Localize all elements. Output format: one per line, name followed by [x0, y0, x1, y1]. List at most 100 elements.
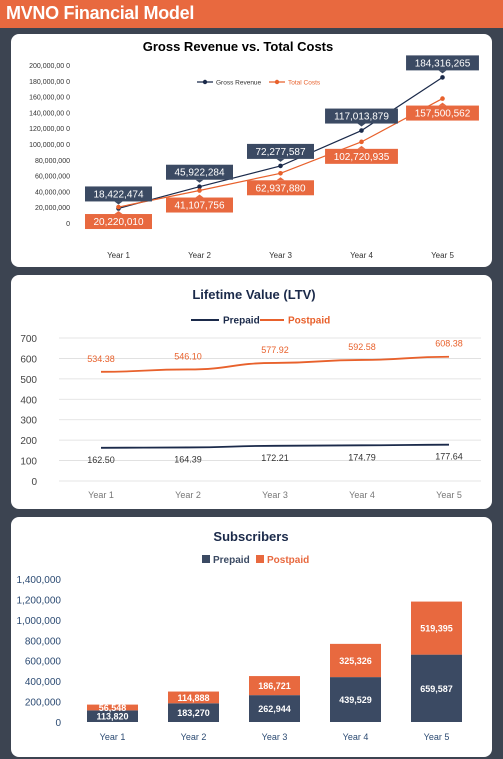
y-tick-label: 700 [20, 334, 37, 345]
data-label-prepaid: 177.64 [435, 452, 463, 462]
data-point-total-costs [359, 139, 364, 145]
data-label-total-costs-pointer [195, 194, 204, 198]
y-tick-label: 600 [20, 354, 37, 365]
data-label-prepaid: 659,587 [420, 684, 453, 694]
bar-prepaid [249, 695, 300, 722]
legend-swatch-prepaid [202, 555, 210, 563]
x-tick-label: Year 2 [181, 732, 207, 742]
y-tick-label: 160,000,00 0 [29, 95, 70, 102]
data-label-gross-revenue-box [406, 55, 479, 71]
y-tick-label: 40,000,000 [35, 189, 70, 196]
data-label-gross-revenue-pointer [114, 201, 123, 205]
x-tick-label: Year 3 [269, 251, 292, 260]
y-tick-label: 200,000,00 0 [29, 63, 70, 70]
y-tick-label: 120,000,00 0 [29, 126, 70, 133]
data-label-gross-revenue-pointer [195, 179, 204, 183]
legend-marker-total-costs [274, 79, 280, 85]
data-label-postpaid: 56,548 [99, 703, 127, 713]
y-tick-label: 200 [20, 436, 37, 447]
x-tick-label: Year 5 [431, 251, 454, 260]
data-label-postpaid: 519,395 [420, 624, 453, 634]
x-tick-label: Year 2 [188, 251, 211, 260]
bar-prepaid [168, 703, 219, 722]
x-tick-label: Year 5 [436, 490, 462, 500]
data-label-total-costs: 157,500,562 [415, 109, 471, 120]
data-label-postpaid: 114,888 [177, 693, 209, 703]
data-label-total-costs-box [166, 197, 233, 213]
y-tick-label: 300 [20, 416, 37, 427]
x-tick-label: Year 4 [343, 732, 369, 742]
data-label-prepaid: 262,944 [258, 704, 291, 714]
data-label-gross-revenue: 72,277,587 [255, 147, 305, 158]
data-label-prepaid: 113,820 [96, 712, 128, 722]
data-label-gross-revenue: 117,013,879 [334, 112, 389, 123]
data-point-gross-revenue [359, 128, 364, 133]
data-label-total-costs-box [325, 148, 398, 164]
data-label-total-costs-pointer [114, 211, 123, 215]
data-label-postpaid: 546.10 [174, 351, 202, 361]
data-label-gross-revenue-pointer [357, 123, 366, 127]
legend-marker-gross-revenue [202, 79, 208, 85]
data-point-total-costs [440, 96, 445, 101]
data-label-gross-revenue: 18,422,474 [93, 189, 143, 200]
y-tick-label: 400 [20, 395, 37, 406]
bar-postpaid [168, 691, 219, 704]
data-label-prepaid: 439,529 [339, 695, 372, 705]
app-title: MVNO Financial Model [6, 3, 195, 23]
x-tick-label: Year 3 [262, 732, 288, 742]
data-label-total-costs-pointer [276, 177, 285, 181]
y-tick-label: 500 [20, 375, 37, 386]
bar-postpaid [411, 601, 462, 655]
x-tick-label: Year 4 [349, 490, 375, 500]
data-label-total-costs: 102,720,935 [334, 152, 390, 163]
x-tick-label: Year 1 [88, 490, 114, 500]
data-label-prepaid: 164.39 [174, 454, 202, 464]
data-label-prepaid: 183,270 [177, 708, 210, 718]
y-tick-label: 100 [20, 457, 37, 468]
y-tick-label: 180,000,00 0 [29, 79, 70, 86]
x-tick-label: Year 1 [107, 251, 130, 260]
data-label-prepaid: 172.21 [261, 453, 289, 463]
chart-title: Lifetime Value (LTV) [192, 287, 315, 302]
data-label-gross-revenue: 184,316,265 [415, 58, 471, 69]
data-label-total-costs-pointer [438, 102, 447, 106]
data-label-total-costs: 62,937,880 [255, 183, 305, 194]
revenue-costs-chart-panel: Gross Revenue vs. Total Costs 0 20,000,000… [11, 34, 492, 267]
y-tick-label: 1,200,000 [17, 595, 62, 606]
subscribers-chart: Subscribers 0 200,000 400,000 600,000 800,000… [17, 529, 462, 742]
data-point-total-costs [278, 170, 283, 176]
data-label-total-costs: 20,220,010 [93, 217, 143, 228]
y-tick-label: 200,000 [25, 698, 62, 709]
legend-label-prepaid: Prepaid [213, 555, 250, 566]
data-label-postpaid: 592.58 [348, 342, 376, 352]
ltv-chart: Lifetime Value (LTV) 0 100 200 300 400 500 600 7… [20, 287, 481, 500]
data-label-postpaid: 608.38 [435, 339, 463, 349]
bar-prepaid [330, 677, 381, 722]
data-label-postpaid: 325,326 [339, 656, 372, 666]
data-label-gross-revenue-box [166, 164, 233, 180]
chart-title: Gross Revenue vs. Total Costs [143, 39, 334, 54]
x-tick-label: Year 5 [424, 732, 450, 742]
data-label-gross-revenue-pointer [438, 70, 447, 74]
legend-label-postpaid: Postpaid [267, 555, 309, 566]
y-tick-label: 20,000,000 [35, 205, 70, 212]
y-tick-label: 0 [31, 477, 37, 488]
x-tick-label: Year 1 [100, 732, 126, 742]
chart-title: Subscribers [213, 529, 288, 544]
data-label-gross-revenue: 45,922,284 [174, 168, 224, 179]
data-label-prepaid: 174.79 [348, 452, 376, 462]
y-tick-label: 800,000 [25, 636, 62, 647]
data-label-total-costs-box [247, 180, 314, 196]
y-tick-label: 400,000 [25, 677, 62, 688]
ltv-chart-panel: Lifetime Value (LTV) 0 100 200 300 400 500 600 7… [11, 275, 492, 509]
y-tick-label: 100,000,00 0 [29, 142, 70, 149]
data-label-gross-revenue-box [247, 143, 314, 159]
data-label-total-costs-box [85, 214, 152, 230]
revenue-costs-chart: Gross Revenue vs. Total Costs 0 20,000,000… [29, 39, 479, 260]
series-line-postpaid [100, 355, 450, 373]
y-tick-label: 1,000,000 [17, 616, 62, 627]
legend-label-postpaid: Postpaid [288, 316, 330, 327]
data-label-gross-revenue-box [85, 186, 152, 202]
legend-label-gross-revenue: Gross Revenue [216, 80, 262, 87]
data-label-total-costs-box [406, 105, 479, 121]
